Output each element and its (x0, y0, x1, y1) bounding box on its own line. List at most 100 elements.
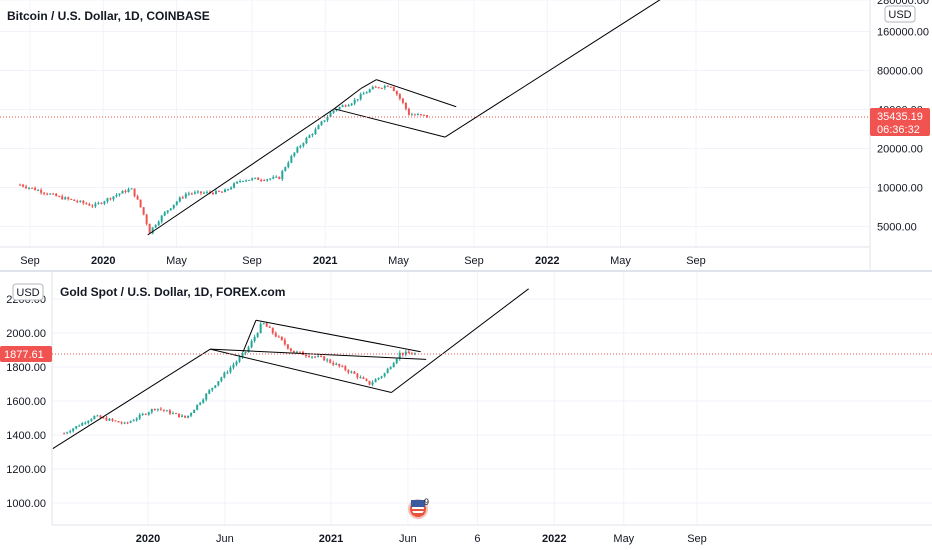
gold-unit-label: USD (16, 287, 39, 299)
btc-candle-body (73, 199, 76, 201)
gold-candle-body (81, 423, 84, 426)
gold-candle-body (114, 420, 117, 422)
btc-candle-body (109, 198, 112, 200)
gold-candle-body (190, 412, 193, 416)
btc-time-axis[interactable]: Sep 2020 May Sep 2021 May Sep 2022 May Sep (20, 255, 706, 267)
btc-candle-body (329, 112, 332, 117)
gold-price-tick-label: 1200.00 (6, 464, 46, 476)
gold-candle-body (178, 413, 181, 417)
gold-candle-body (341, 366, 344, 368)
gold-candle-body (226, 372, 229, 374)
gold-candle-body (75, 426, 78, 429)
gold-candle-body (241, 353, 244, 357)
btc-trend-line[interactable] (147, 108, 335, 236)
gold-trend-line[interactable] (210, 348, 392, 393)
btc-candle-body (214, 190, 217, 195)
btc-candle-body (368, 89, 371, 93)
gold-candle-body (253, 336, 256, 342)
btc-candle-body (269, 178, 272, 180)
btc-candle-body (187, 193, 190, 195)
btc-trend-line[interactable] (333, 88, 362, 110)
gold-candle-body (99, 415, 102, 418)
btc-candle-body (326, 116, 329, 121)
gold-candle-body (314, 356, 317, 358)
gold-trend-line[interactable] (242, 320, 257, 352)
gold-candle-body (338, 363, 341, 367)
btc-candle-body (233, 183, 236, 188)
btc-candle-body (275, 176, 278, 178)
gold-chart-title: Gold Spot / U.S. Dollar, 1D, FOREX.com (60, 285, 285, 299)
btc-trend-line[interactable] (334, 108, 446, 138)
btc-candle-body (31, 187, 34, 189)
btc-candle-body (221, 191, 224, 193)
btc-trend-line[interactable] (376, 79, 457, 108)
gold-trend-line[interactable] (210, 348, 427, 360)
gold-candle-body (150, 409, 153, 413)
btc-trend-drawings[interactable] (147, 0, 663, 236)
gold-candle-body (368, 380, 371, 385)
gold-candle-body (298, 351, 301, 353)
gold-candle-body (271, 327, 274, 334)
gold-unit-button[interactable]: USD (12, 283, 44, 301)
btc-candle-body (28, 187, 31, 189)
btc-candle-body (236, 181, 239, 184)
gold-candle-body (350, 371, 353, 373)
gold-price-tick-label: 1600.00 (6, 396, 46, 408)
economic-event-marker[interactable]: 9 (408, 497, 429, 519)
btc-candle-body (193, 192, 196, 194)
btc-candle-body (374, 86, 377, 88)
gold-candle-body (259, 323, 262, 334)
gold-candle-body (96, 415, 99, 417)
gold-candle-body (193, 409, 196, 413)
gold-candle-body (374, 379, 377, 383)
gold-trend-line[interactable] (391, 288, 529, 393)
btc-candle-body (88, 204, 91, 206)
btc-unit-button[interactable]: USD (884, 5, 916, 23)
btc-candle-body (211, 192, 214, 195)
btc-candle-body (398, 94, 401, 99)
btc-candle-body (389, 86, 392, 88)
gold-candle-body (389, 367, 392, 369)
gold-candle-body (413, 353, 416, 355)
btc-candle-body (106, 198, 109, 202)
gold-candle-body (147, 412, 150, 415)
btc-candle-body (142, 207, 145, 215)
btc-candle-body (139, 199, 142, 208)
gold-grid (52, 272, 932, 525)
btc-candle-body (314, 129, 317, 135)
btc-candle-body (166, 210, 169, 213)
gold-candle-body (292, 350, 295, 353)
btc-candle-body (347, 105, 350, 107)
gold-price-tick-label: 1400.00 (6, 430, 46, 442)
gold-candle-body (66, 432, 69, 434)
btc-candle-body (278, 176, 281, 180)
btc-trend-line[interactable] (360, 79, 377, 90)
gold-candle-body (117, 421, 120, 423)
gold-candle-body (380, 376, 383, 378)
gold-candle-body (162, 409, 165, 411)
btc-candle-body (401, 98, 404, 103)
gold-candle-body (365, 378, 368, 381)
btc-price-tick-label: 160000.00 (877, 27, 929, 39)
btc-candle-body (377, 87, 380, 89)
gold-trend-drawings[interactable] (52, 288, 529, 450)
btc-candle-body (172, 204, 175, 209)
btc-candle-body (407, 108, 410, 115)
btc-candle-body (404, 102, 407, 109)
btc-price-badge: 35435.19 06:36:32 (870, 108, 930, 136)
btc-last-price: 35435.19 (877, 111, 923, 123)
gold-time-axis[interactable]: 2020 Jun 2021 Jun 6 2022 May Sep (136, 533, 707, 545)
gold-candle-body (356, 373, 359, 378)
btc-candle-body (308, 135, 311, 138)
gold-trend-line[interactable] (255, 319, 421, 353)
btc-candle-body (272, 177, 275, 179)
btc-price-tick-label: 5000.00 (877, 222, 917, 234)
gold-trend-line[interactable] (52, 348, 211, 450)
btc-trend-line[interactable] (444, 0, 663, 138)
gold-candle-body (308, 356, 311, 358)
gold-candle-body (229, 367, 232, 373)
gold-candle-body (347, 370, 350, 373)
btc-candle-body (419, 114, 422, 116)
btc-candle-body (43, 192, 46, 194)
